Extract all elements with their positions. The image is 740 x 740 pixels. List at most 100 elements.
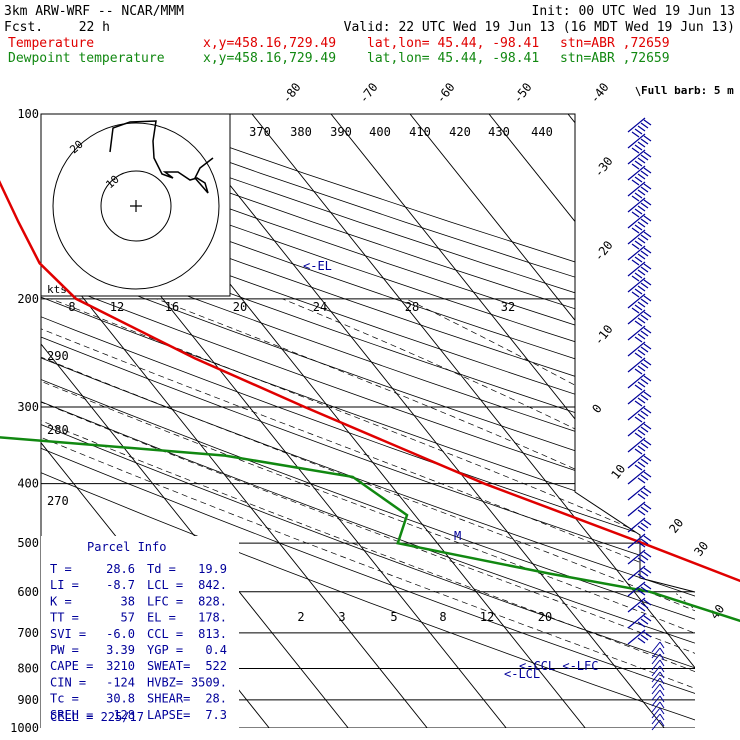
wind-barb [651, 647, 665, 659]
theta-label: 420 [449, 125, 471, 139]
isotherm-10 [488, 114, 695, 728]
moist-adiabat--5 [41, 298, 695, 728]
hodograph-center-cross [130, 200, 142, 212]
isotherm-right-label: 0 [589, 402, 604, 416]
parcel-value-right: 19.9 [198, 562, 227, 576]
parcel-info-title: Parcel Info [87, 540, 166, 554]
lcl-annotation: <-LCL [504, 667, 540, 681]
temperature-legend-name: Temperature [8, 36, 94, 51]
parcel-key-left: TT = [50, 611, 79, 625]
isotherm-right-label: -10 [591, 322, 615, 348]
dry-adiabat-340 [41, 114, 695, 728]
isotherm-right-label: 20 [666, 516, 686, 536]
moist-adiabat-15 [41, 298, 695, 728]
theta-label: 400 [369, 125, 391, 139]
wind-barb [627, 533, 652, 549]
parcel-key-right: HVBZ= [147, 675, 183, 689]
wind-barb [627, 341, 652, 359]
wind-barb [627, 293, 652, 314]
dewpoint-legend-xy: x,y=458.16,729.49 [203, 51, 336, 66]
theta-e-label: 290 [47, 349, 69, 363]
forecast-label: Fcst. [4, 20, 43, 35]
dry-adiabat-390 [41, 114, 695, 728]
wind-barb-legend: Full barb: 5 m s⁻¹ [635, 84, 740, 97]
wind-barb [627, 405, 652, 423]
theta-label: 440 [531, 125, 553, 139]
wind-barb [627, 245, 652, 266]
hodograph-units: kts [47, 283, 67, 296]
dry-adiabat-360 [41, 114, 695, 728]
wind-barb [627, 501, 652, 517]
parcel-key-left: K = [50, 594, 72, 608]
wind-barb [627, 469, 652, 485]
wind-barb [651, 665, 665, 677]
dry-adiabat-380 [41, 114, 695, 728]
theta-label: 370 [249, 125, 271, 139]
mixing-ratio-label: 12 [480, 610, 494, 624]
wind-barb [627, 629, 652, 645]
dry-adiabat-260 [41, 114, 695, 728]
parcel-key-right: SHEAR= [147, 692, 190, 706]
dry-adiabat-280 [41, 114, 695, 728]
wind-barb [627, 213, 652, 234]
wind-barb [651, 701, 665, 713]
pressure-label-600: 600 [17, 585, 39, 599]
wind-barb-legend-text: Full barb: 5 m s⁻¹ [641, 84, 740, 97]
pressure-label-400: 400 [17, 477, 39, 491]
parcel-value-right: 828. [198, 594, 227, 608]
wind-barb [627, 581, 652, 597]
moist-adiabat-10 [41, 298, 695, 728]
dewpoint-legend-latlon: lat,lon= 45.44, -98.41 [367, 51, 539, 66]
theta-label: 430 [488, 125, 510, 139]
parcel-value-right: 842. [198, 578, 227, 592]
theta-label: 380 [290, 125, 312, 139]
mixing-ratio-label: 20 [538, 610, 552, 624]
pressure-label-300: 300 [17, 400, 39, 414]
parcel-info-box: Parcel Info T = 28.6 Td = 19.9 LI = -8.7 LCL =… [41, 536, 239, 728]
parcel-value-right: 3509. [191, 675, 227, 689]
wind-barb [627, 117, 652, 138]
parcel-value-right: 28. [205, 692, 227, 706]
wind-barb [627, 421, 652, 439]
wind-barb [651, 671, 665, 683]
moist-adiabat-35 [405, 298, 695, 728]
parcel-key-right: CCL = [147, 627, 183, 641]
wind-barb [627, 453, 652, 471]
wind-barb [627, 229, 652, 250]
parcel-key-left: SVI = [50, 627, 86, 641]
wind-barb [627, 389, 652, 407]
wind-barb [651, 695, 665, 707]
isotherm-20 [567, 114, 695, 728]
dewpoint-profile [0, 436, 740, 623]
parcel-value-left: 3210 [106, 659, 135, 673]
pressure-label-800: 800 [17, 661, 39, 675]
isotherm--10 [330, 114, 695, 728]
temperature-legend-row: Temperature x,y=458.16,729.49 lat,lon= 4… [8, 36, 670, 51]
parcel-value-right: 0.4 [205, 643, 227, 657]
forecast-hours: 22 h [79, 20, 110, 35]
parcel-value-left: 128 [113, 708, 135, 722]
parcel-key-left: SREH = [50, 708, 93, 722]
dry-adiabat-250 [41, 114, 695, 728]
temperature-legend-stn: stn=ABR ,72659 [560, 36, 670, 51]
wind-barb [651, 689, 665, 701]
wind-barb [627, 149, 652, 170]
parcel-key-left: PW = [50, 643, 79, 657]
parcel-value-left: -124 [106, 675, 135, 689]
isotherm-top-label: -60 [433, 80, 457, 106]
hodograph-speed-label: 20 [233, 300, 247, 314]
valid-time: Valid: 22 UTC Wed 19 Jun 13 (16 MDT Wed … [344, 20, 735, 35]
mixing-ratio-label: 3 [338, 610, 345, 624]
theta-label: 410 [409, 125, 431, 139]
hodograph-speed-labels: 8 12 16 20 24 28 32 [68, 300, 515, 314]
dewpoint-legend-row: Dewpoint temperature x,y=458.16,729.49 l… [8, 51, 670, 66]
pressure-label-500: 500 [17, 536, 39, 550]
theta-e-labels: 290 280 270 [47, 349, 69, 508]
wind-barb [651, 683, 665, 695]
wind-barb [627, 325, 652, 343]
temperature-legend-latlon: lat,lon= 45.44, -98.41 [367, 36, 539, 51]
isotherm-right-label: -30 [591, 154, 615, 180]
parcel-value-left: 30.8 [106, 692, 135, 706]
isotherm-top-label: -80 [279, 80, 303, 106]
wind-barb [627, 357, 652, 375]
